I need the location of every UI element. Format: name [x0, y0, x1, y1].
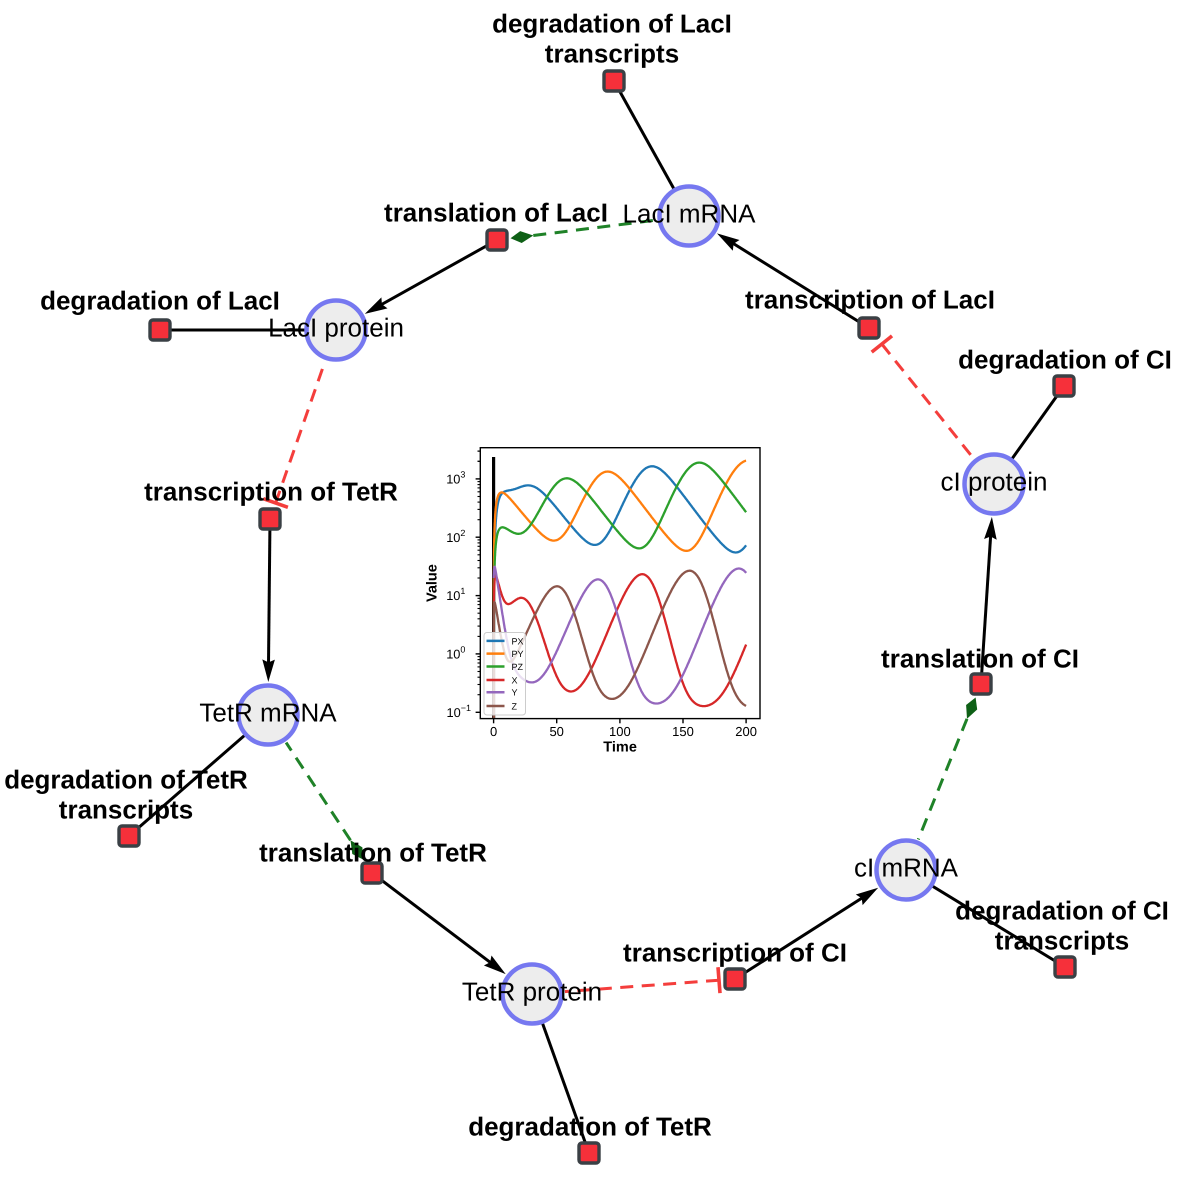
svg-text:LacI protein: LacI protein — [268, 313, 404, 343]
svg-text:150: 150 — [672, 724, 694, 739]
svg-text:degradation of CI: degradation of CI — [958, 345, 1172, 375]
svg-text:0: 0 — [490, 724, 497, 739]
svg-text:transcription of CI: transcription of CI — [623, 938, 847, 968]
svg-text:Z: Z — [512, 701, 518, 711]
svg-text:degradation of LacI: degradation of LacI — [40, 286, 280, 316]
svg-text:TetR protein: TetR protein — [462, 977, 602, 1007]
svg-text:cI mRNA: cI mRNA — [854, 853, 959, 883]
svg-text:transcripts: transcripts — [995, 926, 1129, 956]
svg-text:translation of CI: translation of CI — [881, 644, 1079, 674]
svg-text:translation of TetR: translation of TetR — [259, 838, 487, 868]
svg-text:degradation of CI: degradation of CI — [955, 896, 1169, 926]
svg-text:200: 200 — [735, 724, 757, 739]
svg-text:transcripts: transcripts — [545, 39, 679, 69]
svg-text:degradation of TetR: degradation of TetR — [468, 1112, 712, 1142]
svg-text:100: 100 — [609, 724, 631, 739]
svg-text:degradation of LacI: degradation of LacI — [492, 9, 732, 39]
svg-text:PY: PY — [512, 649, 524, 659]
svg-text:transcription of LacI: transcription of LacI — [745, 285, 995, 315]
svg-text:translation of LacI: translation of LacI — [384, 198, 608, 228]
svg-text:transcripts: transcripts — [59, 795, 193, 825]
svg-text:50: 50 — [549, 724, 563, 739]
svg-text:PX: PX — [512, 636, 524, 646]
svg-text:transcription of TetR: transcription of TetR — [144, 477, 398, 507]
svg-text:degradation of TetR: degradation of TetR — [4, 765, 248, 795]
svg-text:Y: Y — [512, 688, 518, 698]
svg-text:X: X — [512, 675, 518, 685]
svg-text:cI protein: cI protein — [941, 467, 1048, 497]
svg-text:Time: Time — [603, 740, 637, 756]
svg-text:Value: Value — [425, 564, 441, 602]
svg-text:PZ: PZ — [512, 662, 524, 672]
svg-text:LacI mRNA: LacI mRNA — [623, 199, 757, 229]
svg-text:TetR mRNA: TetR mRNA — [199, 698, 337, 728]
